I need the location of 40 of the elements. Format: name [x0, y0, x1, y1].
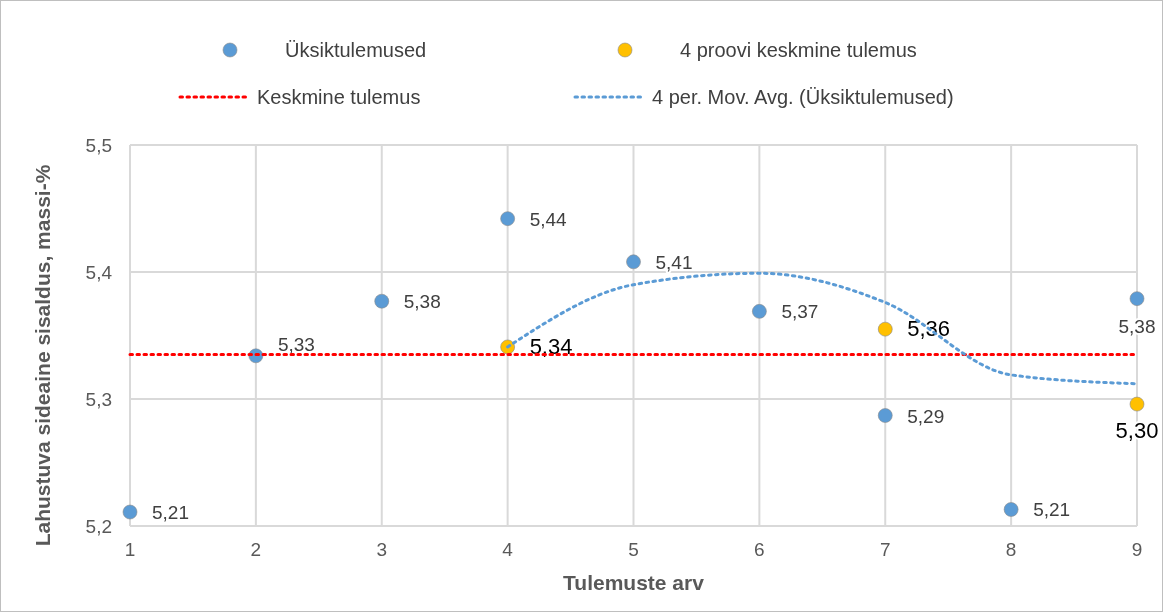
- data-label: 5,44: [529, 208, 568, 230]
- x-tick-label: 6: [754, 539, 765, 560]
- y-tick-label: 5,5: [85, 135, 112, 156]
- data-label: 5,21: [152, 502, 189, 524]
- point: [374, 293, 390, 309]
- y-tick-label: 5,4: [85, 262, 113, 283]
- legend-label: Keskmine tulemus: [257, 86, 421, 108]
- x-tick-label: 4: [502, 539, 514, 560]
- data-label: 5,33: [277, 333, 315, 355]
- point: [1129, 396, 1145, 412]
- x-tick-label: 5: [628, 539, 639, 560]
- x-axis-title: Tulemuste arv: [563, 571, 705, 594]
- data-label: 5,29: [907, 405, 945, 427]
- data-label: 5,21: [1033, 499, 1071, 521]
- y-axis-title: Lahustuva sideaine sisaldus, massi-%: [31, 164, 54, 547]
- legend-label: Üksiktulemused: [285, 39, 427, 61]
- point: [877, 321, 893, 337]
- point: [1129, 291, 1145, 306]
- data-label: 5,37: [781, 301, 819, 323]
- point: [877, 408, 893, 423]
- x-tick-label: 1: [124, 539, 136, 560]
- data-label: 5,38: [403, 291, 441, 313]
- legend-label: 4 proovi keskmine tulemus: [680, 39, 917, 61]
- y-tick-label: 5,3: [85, 389, 112, 410]
- x-tick-label: 3: [376, 539, 388, 560]
- point: [626, 254, 641, 270]
- point: [122, 504, 138, 520]
- x-tick-label: 9: [1131, 539, 1143, 560]
- data-label: 5,34: [529, 333, 573, 359]
- legend-label: 4 per. Mov. Avg. (Üksiktulemused): [652, 86, 954, 108]
- point: [500, 211, 515, 226]
- data-label: 5,38: [1118, 315, 1156, 337]
- x-tick-label: 2: [250, 539, 262, 560]
- point: [1003, 502, 1019, 517]
- data-label: 5,41: [655, 251, 693, 273]
- x-tick-label: 7: [879, 539, 891, 560]
- point: [752, 304, 767, 319]
- data-label: 5,30: [1115, 418, 1159, 444]
- x-tick-label: 8: [1005, 539, 1017, 560]
- y-tick-label: 5,2: [85, 516, 112, 537]
